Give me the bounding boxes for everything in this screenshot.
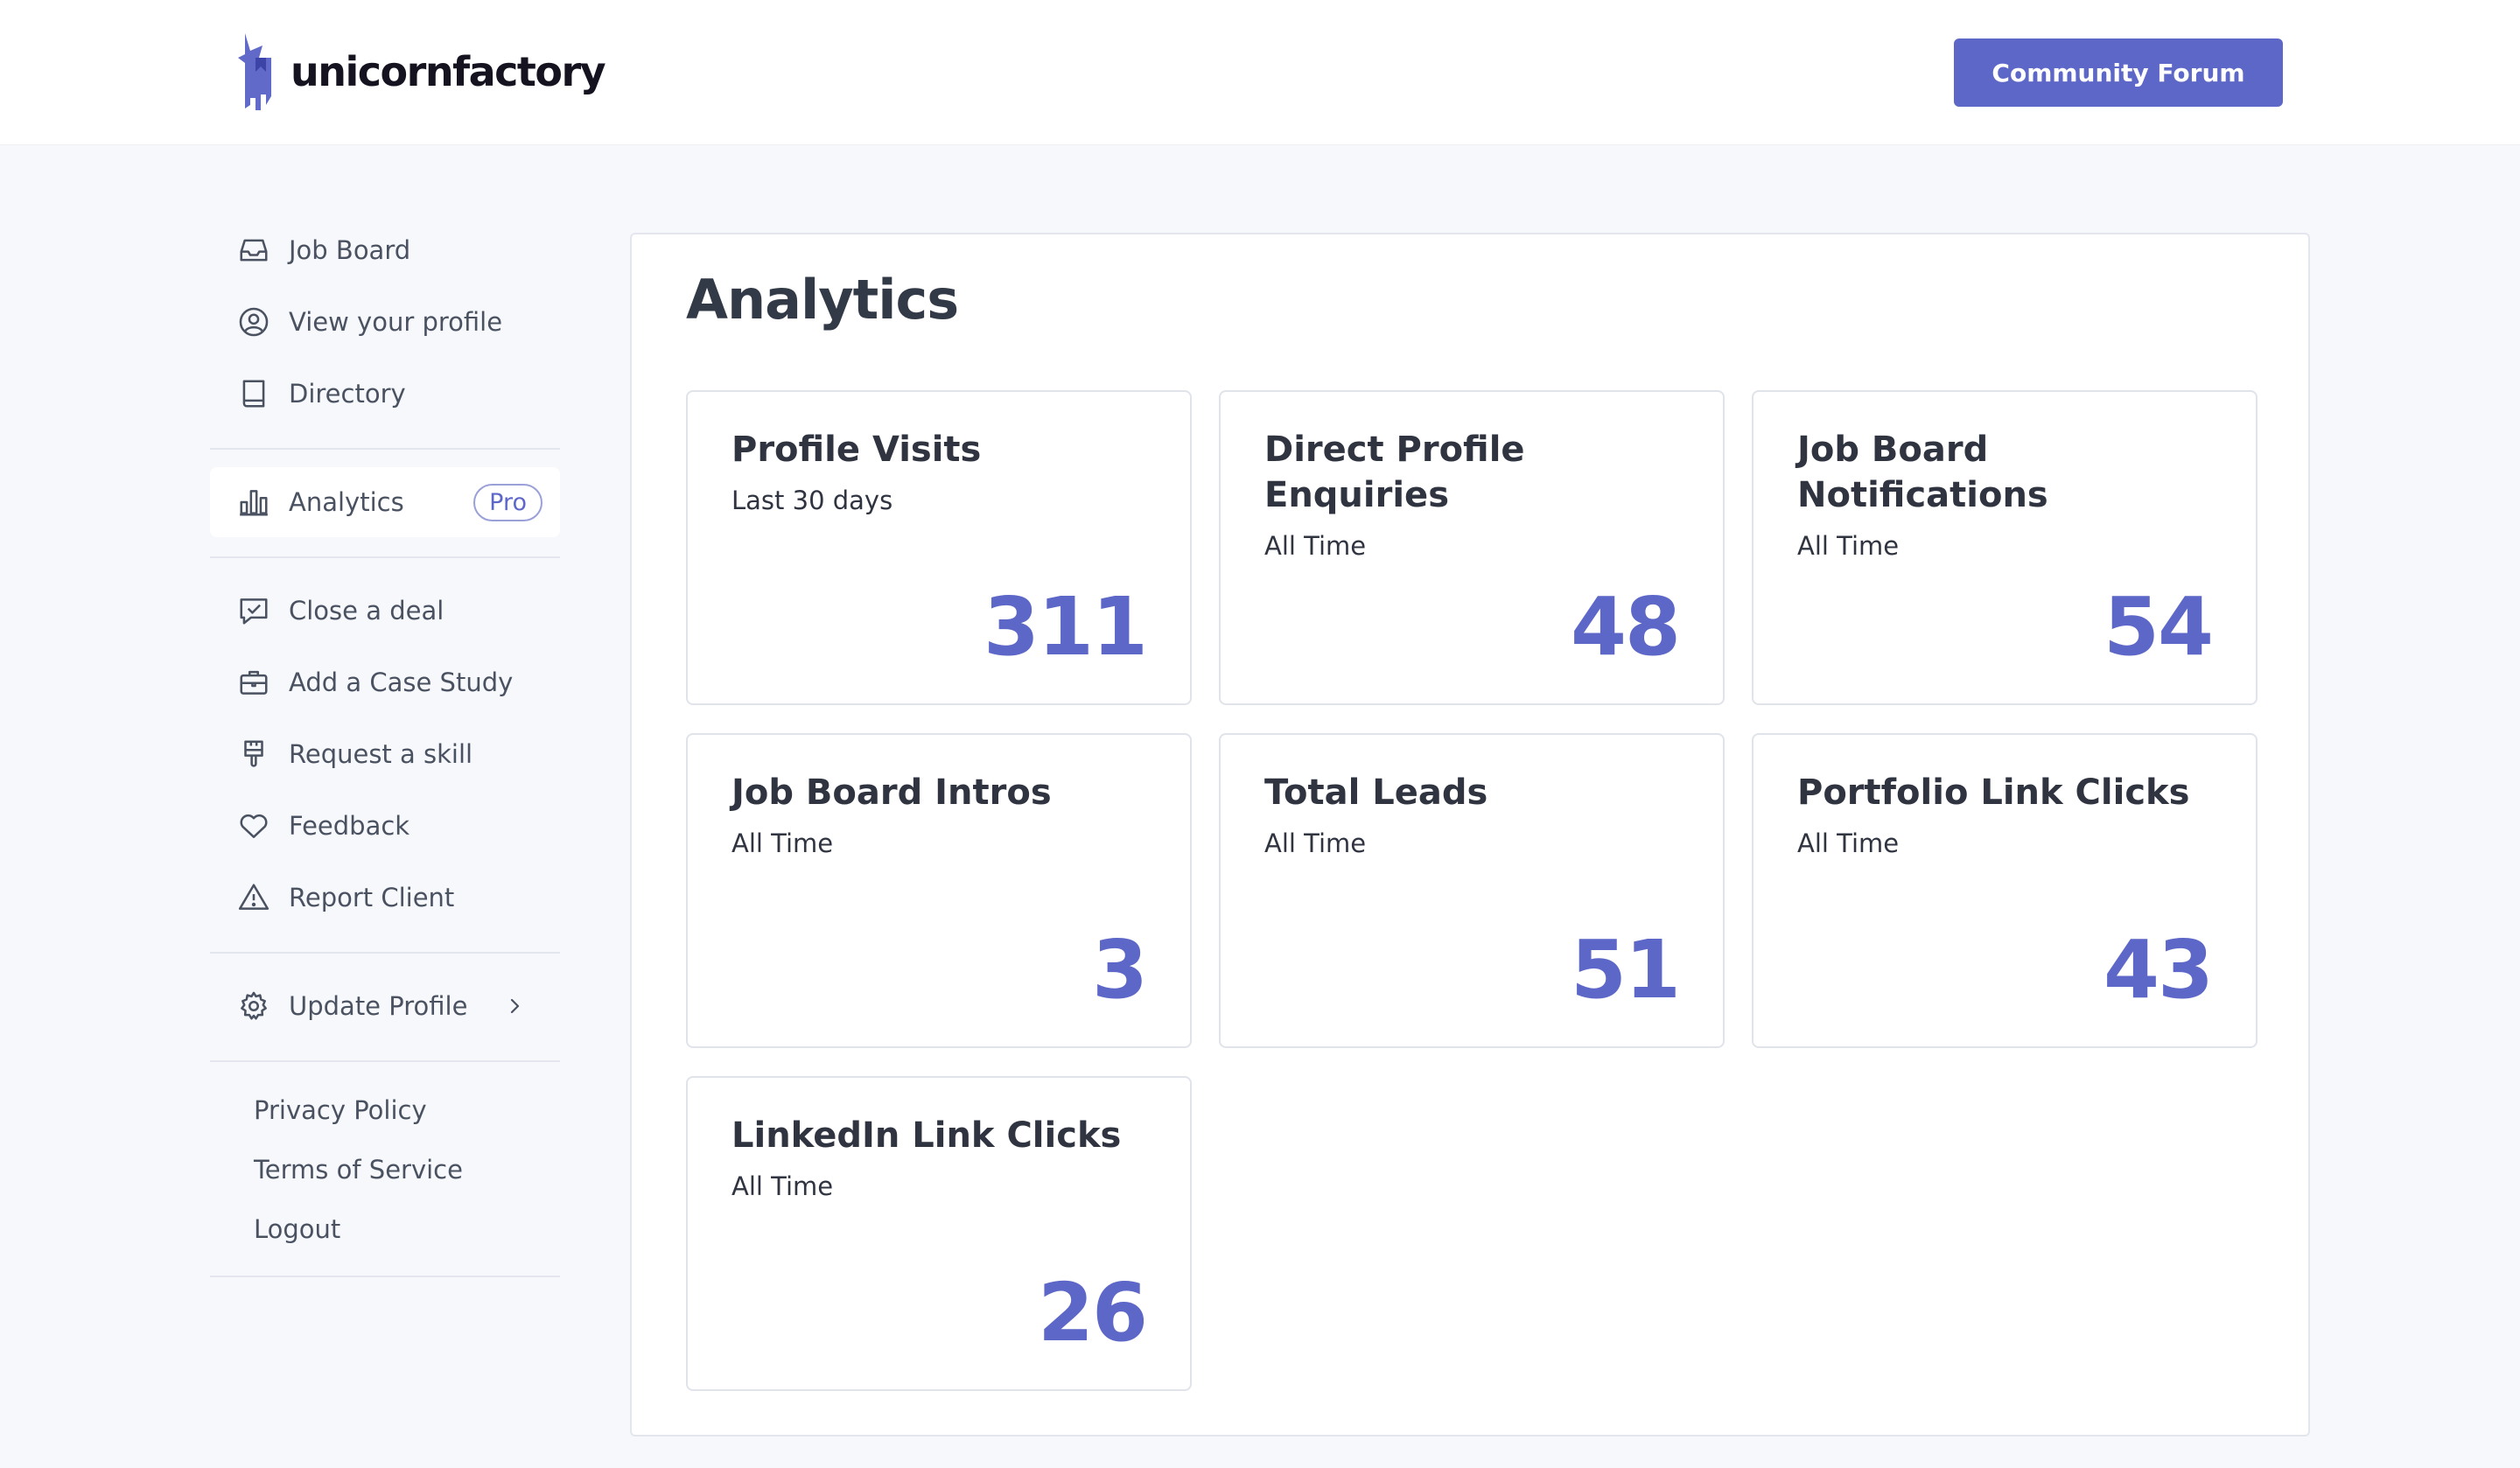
top-header: unicornfactory Community Forum: [0, 0, 2520, 145]
card-title: Job Board Notifications: [1797, 430, 2048, 515]
stat-card-linkedin-link-clicks: LinkedIn Link Clicks All Time 26: [686, 1076, 1192, 1391]
sidebar-divider: [210, 1276, 560, 1277]
sidebar-item-label: Report Client: [289, 883, 455, 912]
unicorn-logo-icon: [238, 33, 271, 110]
sidebar-item-view-profile[interactable]: View your profile: [210, 287, 560, 357]
card-period: All Time: [1264, 531, 1367, 561]
sidebar-item-label: Update Profile: [289, 991, 468, 1021]
card-title: Job Board Intros: [732, 772, 1052, 813]
sidebar-item-close-deal[interactable]: Close a deal: [210, 576, 560, 646]
sidebar-item-label: Analytics: [289, 487, 404, 517]
stat-card-total-leads: Total Leads All Time 51: [1219, 733, 1725, 1048]
sidebar-item-label: Add a Case Study: [289, 668, 514, 697]
logout-link[interactable]: Logout: [254, 1214, 341, 1244]
pro-badge: Pro: [473, 483, 542, 521]
card-period: Last 30 days: [732, 486, 893, 515]
card-value: 54: [2103, 580, 2214, 674]
card-value: 3: [1091, 923, 1148, 1017]
heart-icon: [236, 808, 271, 843]
card-title: LinkedIn Link Clicks: [732, 1115, 1122, 1156]
stat-card-job-board-notifications: Job Board Notifications All Time 54: [1752, 390, 2258, 705]
card-title: Direct Profile Enquiries: [1264, 430, 1525, 515]
stat-card-direct-enquiries: Direct Profile Enquiries All Time 48: [1219, 390, 1725, 705]
card-title: Profile Visits: [732, 430, 982, 470]
card-period: All Time: [732, 828, 834, 858]
chevron-right-icon: [510, 998, 520, 1014]
brand-name: unicornfactory: [290, 48, 606, 95]
gear-icon: [236, 989, 271, 1024]
card-value: 26: [1037, 1266, 1148, 1360]
brand-logo[interactable]: unicornfactory: [236, 31, 606, 112]
inbox-icon: [236, 233, 271, 268]
sidebar-item-analytics[interactable]: Analytics Pro: [210, 467, 560, 537]
analytics-panel: Analytics Profile Visits Last 30 days 31…: [630, 233, 2310, 1437]
card-value: 51: [1570, 923, 1681, 1017]
card-period: All Time: [1797, 531, 1900, 561]
warning-icon: [236, 880, 271, 915]
bar-chart-icon: [236, 485, 271, 520]
user-circle-icon: [236, 304, 271, 339]
sidebar-item-report-client[interactable]: Report Client: [210, 863, 560, 933]
sidebar-item-feedback[interactable]: Feedback: [210, 791, 560, 861]
sidebar-item-label: Close a deal: [289, 596, 444, 626]
card-period: All Time: [732, 1171, 834, 1201]
sidebar-divider: [210, 1060, 560, 1062]
briefcase-icon: [236, 665, 271, 700]
terms-of-service-link[interactable]: Terms of Service: [254, 1155, 463, 1185]
stat-card-profile-visits: Profile Visits Last 30 days 311: [686, 390, 1192, 705]
sidebar-item-case-study[interactable]: Add a Case Study: [210, 647, 560, 717]
sidebar-divider: [210, 952, 560, 954]
privacy-policy-link[interactable]: Privacy Policy: [254, 1095, 427, 1125]
sidebar-item-update-profile[interactable]: Update Profile: [210, 971, 560, 1041]
sidebar-item-label: Job Board: [289, 235, 411, 265]
sidebar-item-label: Request a skill: [289, 739, 473, 769]
card-value: 48: [1570, 580, 1681, 674]
sidebar-item-label: View your profile: [289, 307, 503, 337]
stat-card-portfolio-link-clicks: Portfolio Link Clicks All Time 43: [1752, 733, 2258, 1048]
book-icon: [236, 376, 271, 411]
card-title: Portfolio Link Clicks: [1797, 772, 2190, 813]
card-period: All Time: [1264, 828, 1367, 858]
stat-card-job-board-intros: Job Board Intros All Time 3: [686, 733, 1192, 1048]
sidebar-divider: [210, 556, 560, 558]
sidebar-item-label: Feedback: [289, 811, 410, 841]
community-forum-button[interactable]: Community Forum: [1954, 38, 2283, 107]
sidebar-item-label: Directory: [289, 379, 406, 409]
card-title: Total Leads: [1264, 772, 1488, 813]
card-value: 311: [983, 580, 1148, 674]
card-value: 43: [2103, 923, 2214, 1017]
chat-check-icon: [236, 593, 271, 628]
sidebar-item-directory[interactable]: Directory: [210, 359, 560, 429]
brush-icon: [236, 737, 271, 772]
sidebar-item-job-board[interactable]: Job Board: [210, 215, 560, 285]
page-title: Analytics: [686, 268, 959, 332]
sidebar-item-request-skill[interactable]: Request a skill: [210, 719, 560, 789]
sidebar-divider: [210, 448, 560, 450]
card-period: All Time: [1797, 828, 1900, 858]
